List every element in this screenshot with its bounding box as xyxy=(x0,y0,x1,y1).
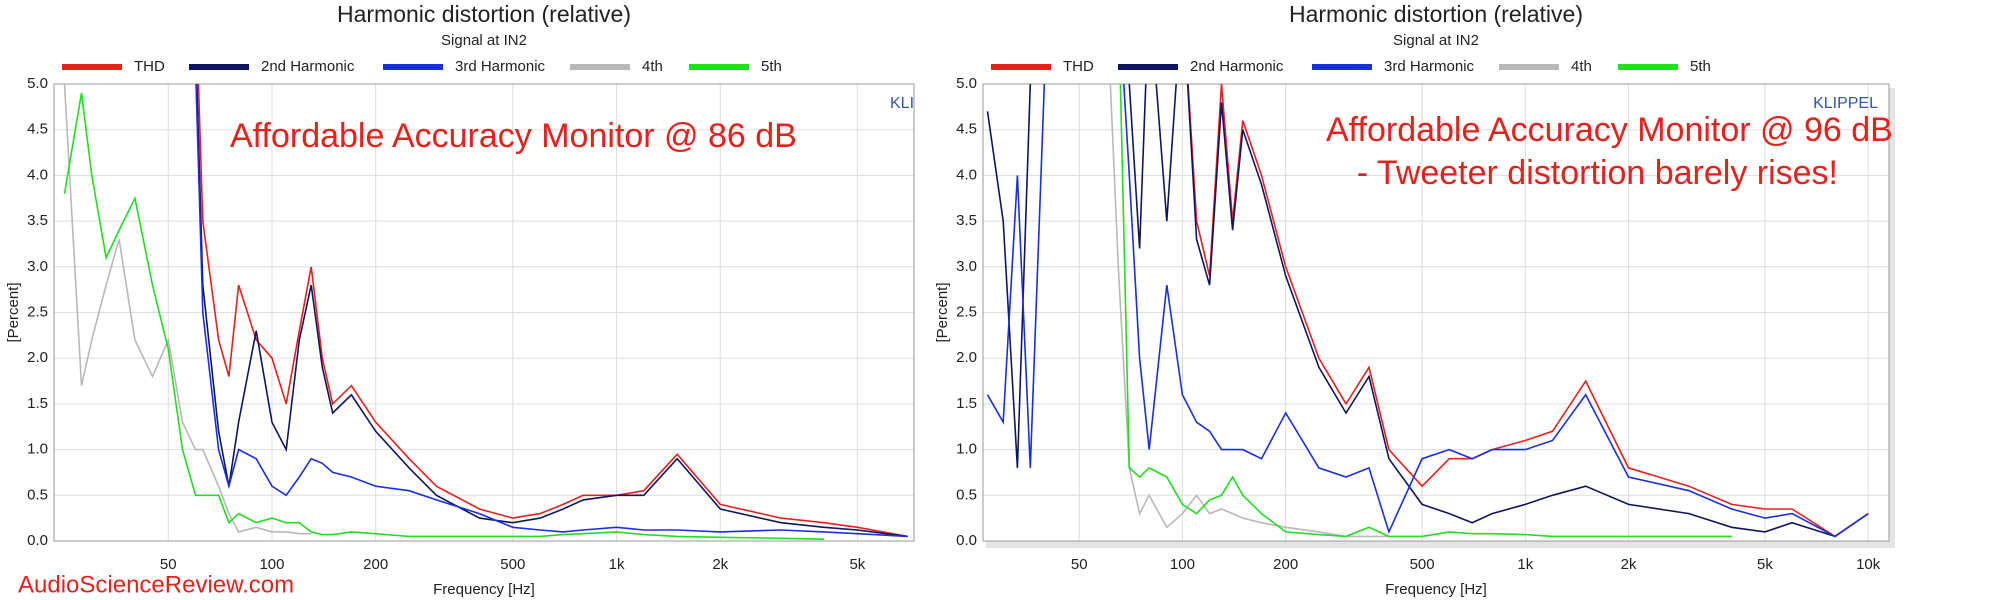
legend-label: THD xyxy=(134,58,165,75)
series-line xyxy=(1119,84,1732,538)
x-tick-label: 1k xyxy=(609,556,625,573)
y-tick-label: 3.5 xyxy=(956,212,977,229)
x-tick-label: 200 xyxy=(363,556,388,573)
y-tick-label: 3.0 xyxy=(956,258,977,275)
y-tick-label: 1.5 xyxy=(956,395,977,412)
y-axis-label: [Percent] xyxy=(934,282,951,342)
y-tick-label: 5.0 xyxy=(956,75,977,92)
y-tick-label: 1.0 xyxy=(27,441,48,458)
y-tick-label: 2.5 xyxy=(956,303,977,320)
x-tick-label: 50 xyxy=(1071,556,1088,573)
x-tick-label: 500 xyxy=(1410,556,1435,573)
y-tick-label: 0.5 xyxy=(956,486,977,503)
x-tick-label: 500 xyxy=(500,556,525,573)
legend-label: 3rd Harmonic xyxy=(1384,58,1475,75)
x-tick-label: 100 xyxy=(1170,556,1195,573)
series-line xyxy=(986,84,1869,538)
legend-label: 4th xyxy=(1571,58,1592,75)
y-tick-label: 0.0 xyxy=(956,532,977,549)
series-line xyxy=(986,84,1869,538)
y-tick-label: 2.0 xyxy=(27,349,48,366)
annotation: Affordable Accuracy Monitor @ 86 dB xyxy=(230,117,797,155)
legend-label: 5th xyxy=(761,58,782,75)
x-tick-label: 1k xyxy=(1517,556,1533,573)
x-tick-label: 2k xyxy=(712,556,728,573)
y-tick-label: 3.0 xyxy=(27,258,48,275)
watermark: KLIPPEL xyxy=(1813,95,1878,112)
footer: AudioScienceReview.com xyxy=(18,571,294,598)
series-line xyxy=(195,84,908,538)
legend-label: 2nd Harmonic xyxy=(1190,58,1284,75)
series-line xyxy=(63,92,825,540)
annotation: Affordable Accuracy Monitor @ 96 dB xyxy=(1326,111,1893,149)
x-tick-label: 2k xyxy=(1621,556,1637,573)
x-axis-label: Frequency [Hz] xyxy=(1385,581,1487,598)
legend-label: 5th xyxy=(1690,58,1711,75)
y-tick-label: 2.0 xyxy=(956,349,977,366)
series-line xyxy=(1187,84,1869,538)
y-tick-label: 3.5 xyxy=(27,212,48,229)
y-axis-label: [Percent] xyxy=(5,282,22,342)
series-line xyxy=(196,84,908,538)
legend-label: 4th xyxy=(642,58,663,75)
x-tick-label: 100 xyxy=(259,556,284,573)
y-tick-label: 5.0 xyxy=(27,75,48,92)
watermark: KLI xyxy=(890,95,914,112)
series-line xyxy=(1109,84,1389,538)
x-tick-label: 50 xyxy=(160,556,177,573)
y-tick-label: 4.0 xyxy=(27,166,48,183)
x-tick-label: 5k xyxy=(1757,556,1773,573)
x-tick-label: 200 xyxy=(1273,556,1298,573)
y-tick-label: 4.5 xyxy=(956,121,977,138)
plot-lines xyxy=(63,84,908,540)
series-line xyxy=(197,84,908,538)
x-tick-label: 5k xyxy=(849,556,865,573)
plot-frame xyxy=(53,83,915,542)
y-tick-label: 0.0 xyxy=(27,532,48,549)
legend-label: 2nd Harmonic xyxy=(261,58,355,75)
legend-label: 3rd Harmonic xyxy=(455,58,546,75)
plot-frame xyxy=(982,83,1890,542)
series-line xyxy=(63,84,312,535)
chart-title: Harmonic distortion (relative) xyxy=(337,1,631,27)
y-tick-label: 4.5 xyxy=(27,121,48,138)
x-tick-label: 10k xyxy=(1856,556,1881,573)
y-tick-label: 0.5 xyxy=(27,486,48,503)
y-tick-label: 1.5 xyxy=(27,395,48,412)
plot-lines xyxy=(986,84,1869,538)
x-axis-label: Frequency [Hz] xyxy=(433,581,535,598)
y-tick-label: 4.0 xyxy=(956,166,977,183)
legend-label: THD xyxy=(1063,58,1094,75)
y-tick-label: 2.5 xyxy=(27,303,48,320)
y-tick-label: 1.0 xyxy=(956,441,977,458)
chart-title: Harmonic distortion (relative) xyxy=(1289,1,1583,27)
chart-subtitle: Signal at IN2 xyxy=(1393,32,1479,49)
annotation: - Tweeter distortion barely rises! xyxy=(1357,154,1838,192)
chart-subtitle: Signal at IN2 xyxy=(441,32,527,49)
